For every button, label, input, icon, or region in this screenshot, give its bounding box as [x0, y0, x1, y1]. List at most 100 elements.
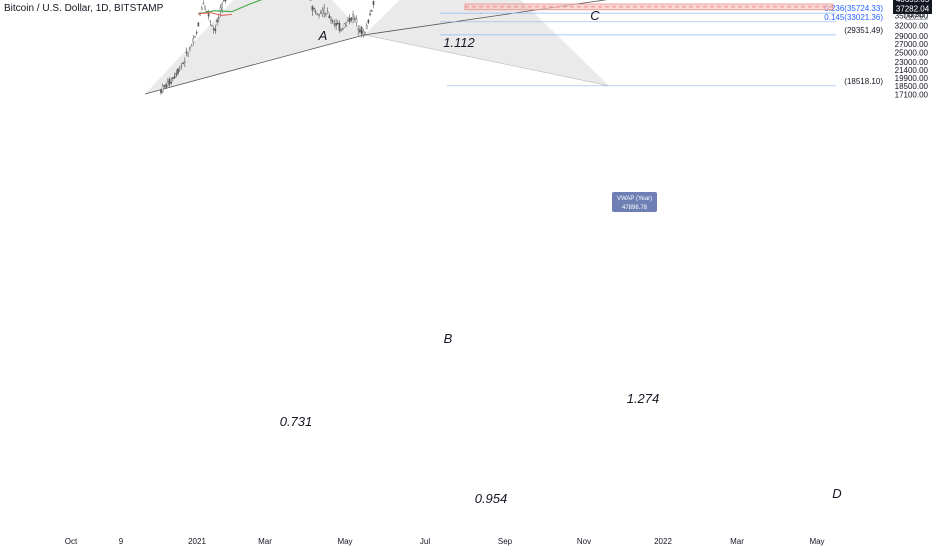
- price-tick-label: 18500.00: [895, 82, 929, 91]
- ratio-label: 1.274: [627, 391, 660, 406]
- vwap-box: [612, 192, 657, 212]
- candle-body: [182, 62, 184, 65]
- price-tick-label: 27000.00: [895, 40, 929, 49]
- price-tag-bg: [893, 2, 932, 14]
- candle-body: [168, 78, 171, 85]
- candle-body: [364, 31, 366, 34]
- ratio-label: 0.954: [475, 491, 508, 506]
- ratio-label: 1.112: [443, 35, 475, 50]
- supply-zone: [464, 3, 834, 11]
- candle-body: [194, 36, 196, 38]
- candle-body: [333, 23, 336, 25]
- candle-body: [321, 9, 324, 15]
- ratio-label: 0.731: [280, 414, 313, 429]
- candle-body: [189, 47, 191, 49]
- time-tick-label: Oct: [65, 537, 78, 546]
- price-tags: 57406.1052952.7448494.3408:34:0540655.65…: [893, 0, 932, 14]
- time-tick-label: 2021: [188, 537, 206, 546]
- candle-body: [197, 22, 200, 27]
- candle-body: [352, 14, 354, 20]
- fib-levels: (69180.15)0.941(65717.45)0.886(62665.57)…: [440, 4, 883, 87]
- pattern-line-xb: [144, 34, 365, 95]
- price-tick-label: 32000.00: [895, 21, 929, 30]
- price-tick-label: 19900.00: [895, 74, 929, 83]
- candle-body: [362, 31, 365, 36]
- candle-body: [173, 76, 176, 79]
- candle-body: [165, 84, 167, 88]
- chart-title: Bitcoin / U.S. Dollar, 1D, BITSTAMP: [4, 3, 164, 14]
- candle-body: [183, 61, 186, 63]
- candle-body: [192, 38, 195, 43]
- pattern-line-bd: [364, 34, 610, 87]
- candle-body: [309, 0, 312, 1]
- time-tick-label: Mar: [730, 537, 744, 546]
- candle-body: [370, 10, 373, 12]
- candle-body: [347, 19, 349, 21]
- time-tick-label: Nov: [577, 537, 591, 546]
- candle-body: [359, 29, 361, 33]
- pattern-points: A B C D 0.731 1.112 1.274 0.954: [280, 8, 842, 506]
- candle-body: [214, 28, 217, 32]
- candle-body: [163, 85, 166, 87]
- candle-body: [343, 23, 346, 28]
- candle-body: [367, 19, 370, 23]
- candles: [160, 0, 375, 95]
- candle-body: [209, 20, 212, 22]
- candle-body: [365, 25, 368, 30]
- pattern-leg-xab: [145, 0, 365, 94]
- price-tick-label: 21400.00: [895, 66, 929, 75]
- candle-body: [212, 28, 215, 30]
- candle-body: [326, 11, 329, 14]
- candle-body: [185, 51, 188, 53]
- candle-body: [211, 25, 213, 27]
- candle-body: [177, 68, 179, 74]
- point-label-c: C: [590, 8, 600, 23]
- candle-body: [223, 0, 225, 2]
- candle-body: [336, 23, 339, 25]
- time-tick-label: 9: [119, 537, 124, 546]
- candle-body: [360, 26, 363, 34]
- candle-body: [224, 0, 227, 1]
- candle-body: [180, 65, 183, 68]
- candle-body: [353, 18, 356, 20]
- candle-body: [330, 19, 332, 21]
- candle-body: [202, 3, 205, 5]
- time-tick-label: May: [337, 537, 352, 546]
- price-tick-label: 35000.00: [895, 11, 929, 20]
- price-tick-label: 29000.00: [895, 32, 929, 41]
- candle-body: [325, 13, 327, 16]
- candle-body: [318, 14, 320, 16]
- candle-body: [216, 19, 218, 22]
- price-tick-label: 17100.00: [895, 91, 929, 100]
- candle-body: [316, 13, 319, 15]
- candle-body: [342, 28, 344, 30]
- candle-body: [219, 7, 222, 13]
- price-axis: 76000.0072000.0068000.0063000.0059000.00…: [895, 0, 929, 100]
- candle-body: [166, 81, 169, 87]
- candle-body: [355, 18, 358, 24]
- candle-body: [175, 72, 178, 76]
- candle-body: [372, 1, 375, 5]
- harmonic-pattern: [144, 0, 610, 95]
- point-label-b: B: [444, 331, 453, 346]
- candle-body: [357, 28, 359, 30]
- time-tick-label: Sep: [498, 537, 513, 546]
- fib-label: (29351.49): [844, 26, 883, 35]
- candle-body: [350, 17, 353, 21]
- candle-body: [195, 32, 198, 34]
- candle-body: [311, 6, 314, 11]
- pattern-leg-bcd: [364, 0, 610, 86]
- candle-body: [204, 5, 206, 10]
- candle-body: [369, 13, 371, 15]
- fib-label: 0.236(35724.33): [824, 4, 883, 13]
- candle-body: [331, 20, 334, 23]
- candle-body: [160, 89, 162, 94]
- fib-label: 0.145(33021.36): [824, 13, 883, 22]
- candle-body: [328, 15, 331, 19]
- point-label-a: A: [318, 28, 328, 43]
- point-label-d: D: [832, 486, 841, 501]
- candle-body: [178, 67, 181, 71]
- price-tag-label: 40655.65: [896, 0, 930, 4]
- vwap-value: 47896.78: [622, 205, 648, 211]
